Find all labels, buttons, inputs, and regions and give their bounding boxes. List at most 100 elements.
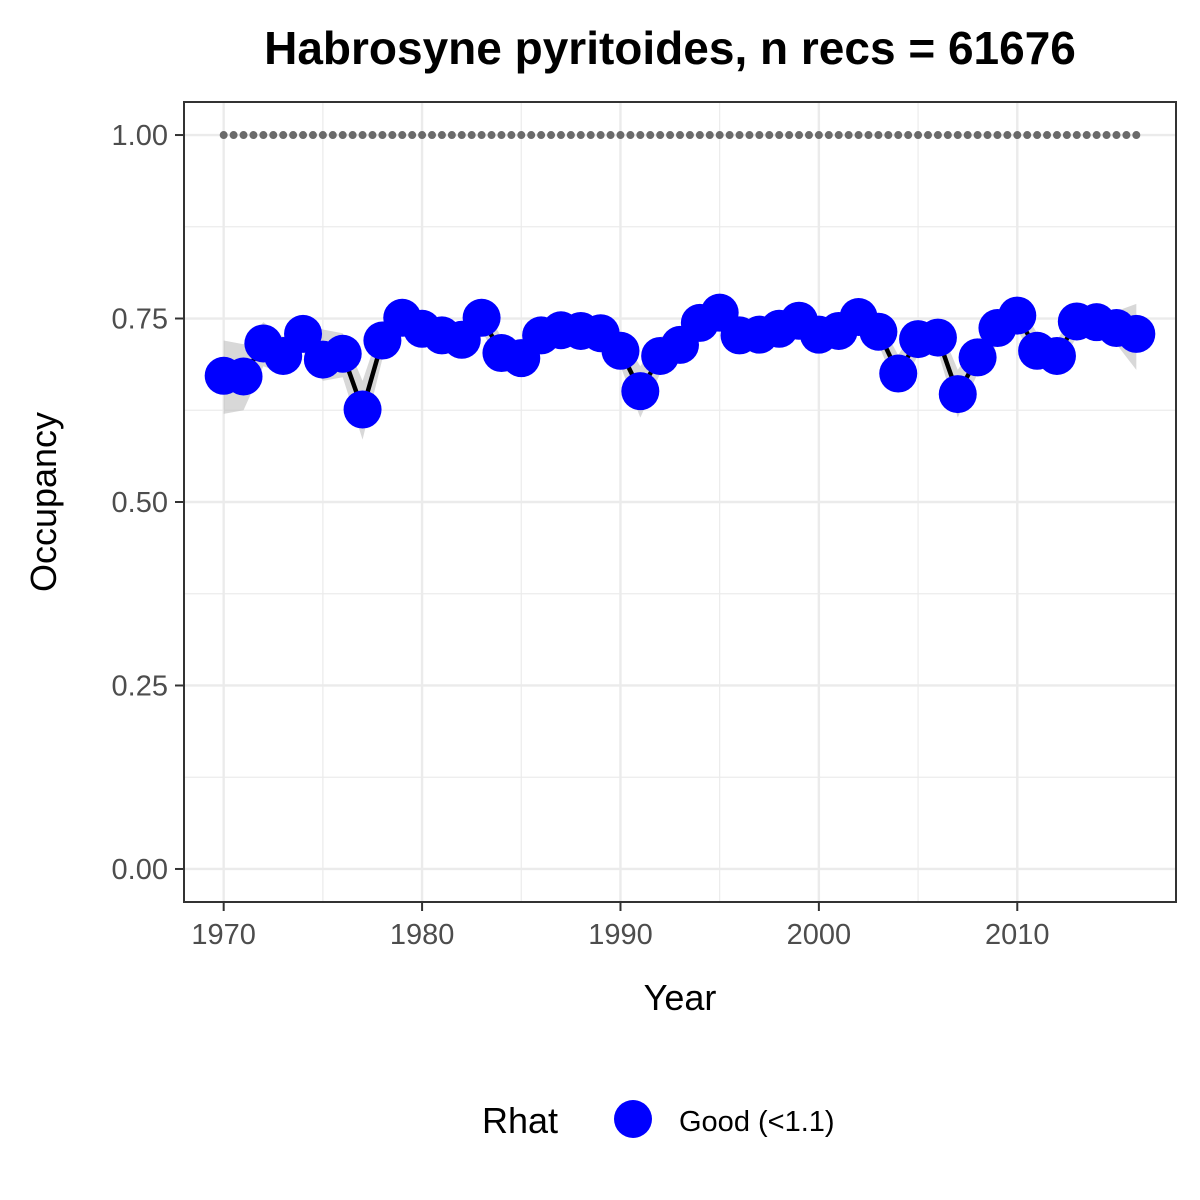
reference-dot: [279, 131, 288, 140]
reference-dot: [884, 131, 893, 140]
reference-dot: [943, 131, 952, 140]
reference-dot: [914, 131, 923, 140]
occupancy-point: [601, 331, 640, 370]
chart-title: Habrosyne pyritoides, n recs = 61676: [264, 22, 1076, 74]
reference-dot: [497, 131, 506, 140]
occupancy-point: [859, 312, 898, 351]
reference-dot: [1052, 131, 1061, 140]
reference-dot: [676, 131, 684, 140]
reference-dot: [249, 131, 258, 140]
reference-dot: [566, 131, 575, 140]
reference-dot: [229, 131, 238, 140]
reference-dot: [328, 131, 337, 140]
reference-dot: [388, 131, 397, 140]
reference-dot: [656, 131, 665, 140]
reference-dot: [576, 131, 585, 140]
reference-dot: [735, 131, 744, 140]
reference-dot: [1102, 131, 1111, 140]
reference-dot: [219, 131, 228, 140]
reference-dot: [487, 131, 496, 140]
legend-label-good-rhat: Good (<1.1): [679, 1106, 835, 1138]
reference-dot: [1072, 131, 1081, 140]
reference-dot: [348, 131, 357, 140]
series-point-layer: [204, 293, 1156, 429]
reference-dot: [844, 131, 853, 140]
y-axis-title: Occupancy: [23, 412, 64, 592]
occupancy-point: [323, 334, 362, 373]
y-tick-label: 0.50: [112, 487, 168, 519]
reference-dot: [467, 131, 476, 140]
reference-dot: [666, 131, 675, 140]
reference-dot: [1092, 131, 1101, 140]
reference-dot: [299, 131, 308, 140]
reference-dot: [775, 131, 784, 140]
y-axis: 0.00 0.25 0.50 0.75 1.00: [112, 120, 184, 886]
reference-dot: [1122, 131, 1131, 140]
x-tick-label: 2000: [787, 919, 852, 951]
occupancy-point: [998, 296, 1037, 335]
x-tick-label: 1990: [588, 919, 653, 951]
reference-dot: [973, 131, 982, 140]
reference-dotted-layer: [219, 131, 1141, 140]
x-axis-title: Year: [644, 977, 717, 1018]
reference-dot: [1112, 131, 1121, 140]
reference-dot: [447, 131, 456, 140]
reference-dot: [1082, 131, 1091, 140]
reference-dot: [437, 131, 446, 140]
reference-dot: [556, 131, 565, 140]
reference-dot: [695, 131, 704, 140]
reference-dot: [318, 131, 327, 140]
occupancy-point: [918, 318, 957, 357]
reference-dot: [1043, 131, 1052, 140]
reference-dot: [457, 131, 466, 140]
reference-dot: [537, 131, 546, 140]
occupancy-point: [284, 314, 323, 353]
reference-dot: [517, 131, 526, 140]
x-tick-label: 1970: [191, 919, 256, 951]
reference-dot: [1033, 131, 1042, 140]
reference-dot: [239, 131, 248, 140]
reference-dot: [338, 131, 347, 140]
occupancy-point: [343, 390, 382, 429]
reference-dot: [804, 131, 813, 140]
reference-dot: [715, 131, 724, 140]
y-tick-label: 0.00: [112, 854, 168, 886]
occupancy-point: [1037, 336, 1076, 375]
reference-dot: [418, 131, 427, 140]
y-tick-label: 1.00: [112, 120, 168, 152]
reference-dot: [636, 131, 645, 140]
reference-dot: [824, 131, 833, 140]
reference-dot: [507, 131, 516, 140]
reference-dot: [705, 131, 714, 140]
reference-dot: [308, 131, 317, 140]
occupancy-point: [1117, 314, 1156, 353]
x-tick-label: 2010: [985, 919, 1050, 951]
reference-dot: [953, 131, 962, 140]
reference-dot: [259, 131, 268, 140]
reference-dot: [933, 131, 942, 140]
reference-dot: [993, 131, 1002, 140]
reference-dot: [795, 131, 804, 140]
reference-dot: [1132, 131, 1141, 140]
reference-dot: [1023, 131, 1032, 140]
reference-dot: [924, 131, 932, 140]
reference-dot: [269, 131, 278, 140]
reference-dot: [983, 131, 992, 140]
x-tick-label: 1980: [390, 919, 455, 951]
reference-dot: [854, 131, 863, 140]
reference-dot: [834, 131, 843, 140]
occupancy-point: [938, 375, 977, 414]
legend-title: Rhat: [482, 1100, 558, 1141]
reference-dot: [368, 131, 377, 140]
reference-dot: [378, 131, 387, 140]
occupancy-point: [621, 372, 660, 411]
reference-dot: [765, 131, 774, 140]
reference-dot: [527, 131, 536, 140]
y-tick-label: 0.75: [112, 304, 168, 336]
reference-dot: [874, 131, 883, 140]
legend-key-good-rhat: [614, 1100, 652, 1138]
reference-dot: [1013, 131, 1022, 140]
reference-dot: [616, 131, 625, 140]
reference-dot: [477, 131, 486, 140]
